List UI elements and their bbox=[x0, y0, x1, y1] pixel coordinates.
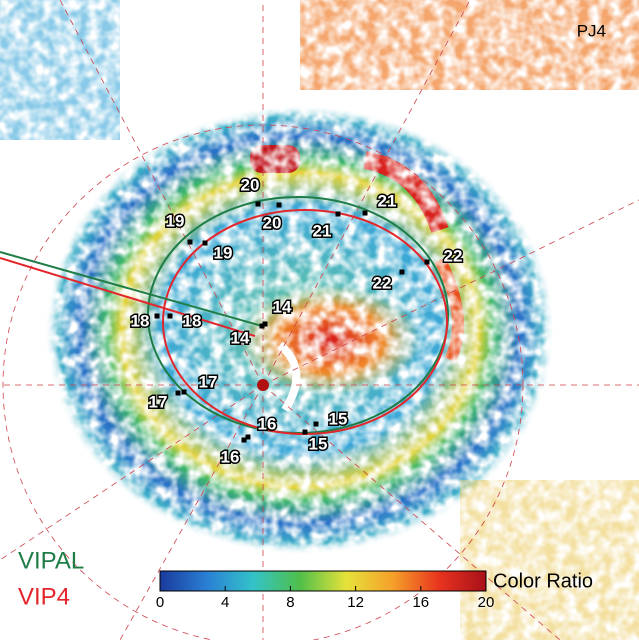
vipal-label: 19 bbox=[166, 211, 185, 230]
vip4-label: 18 bbox=[183, 311, 202, 330]
footpoint bbox=[399, 269, 405, 275]
colorbar bbox=[159, 570, 487, 592]
footpoint bbox=[181, 389, 187, 395]
colorbar-tick-label: 4 bbox=[221, 594, 229, 611]
vip4-label: 15 bbox=[329, 409, 348, 428]
footpoint bbox=[202, 240, 208, 246]
vip4-label: 20 bbox=[263, 213, 282, 232]
colorbar-tick-label: 0 bbox=[156, 594, 164, 611]
footpoint bbox=[276, 202, 282, 208]
vip4-label: 22 bbox=[373, 273, 392, 292]
colorbar-label: Color Ratio bbox=[493, 570, 593, 592]
legend-entry: VIP4 bbox=[18, 583, 70, 610]
vipal-label: 22 bbox=[444, 246, 463, 265]
vipal-footprint bbox=[0, 251, 263, 327]
legend-entry: VIPAL bbox=[18, 547, 84, 574]
colorbar-tick-label: 20 bbox=[478, 594, 495, 611]
vip4-footprint bbox=[0, 257, 256, 337]
colorbar-tick-label: 16 bbox=[412, 594, 429, 611]
colorbar-tick-label: 8 bbox=[286, 594, 294, 611]
footpoint bbox=[167, 313, 173, 319]
footpoint bbox=[313, 421, 319, 427]
gap bbox=[277, 341, 301, 413]
footpoint bbox=[154, 313, 160, 319]
footpoint bbox=[302, 429, 308, 435]
vipal-label: 14 bbox=[273, 297, 292, 316]
footpoint bbox=[175, 390, 181, 396]
colorbar-tick-label: 12 bbox=[347, 594, 364, 611]
footpoint bbox=[362, 210, 368, 216]
vipal-label: 17 bbox=[149, 392, 168, 411]
footpoint bbox=[245, 434, 251, 440]
vip4-label: 21 bbox=[313, 221, 332, 240]
panel-label: PJ4 bbox=[577, 21, 606, 40]
footpoint bbox=[259, 323, 265, 329]
footpoint bbox=[424, 259, 430, 265]
footpoint bbox=[187, 239, 193, 245]
footpoint bbox=[262, 321, 268, 327]
footpoint bbox=[255, 201, 261, 207]
pole bbox=[257, 379, 269, 391]
vip4-label: 17 bbox=[199, 372, 218, 391]
footpoint bbox=[241, 437, 247, 443]
vipal-label: 18 bbox=[131, 311, 150, 330]
vip4-label: 16 bbox=[258, 414, 277, 433]
vipal-label: 20 bbox=[241, 175, 260, 194]
vip4-label: 19 bbox=[214, 243, 233, 262]
vipal-label: 15 bbox=[309, 434, 328, 453]
vipal-label: 16 bbox=[221, 447, 240, 466]
footpoint bbox=[335, 211, 341, 217]
vip4-label: 14 bbox=[231, 328, 250, 347]
vipal-label: 21 bbox=[378, 191, 397, 210]
